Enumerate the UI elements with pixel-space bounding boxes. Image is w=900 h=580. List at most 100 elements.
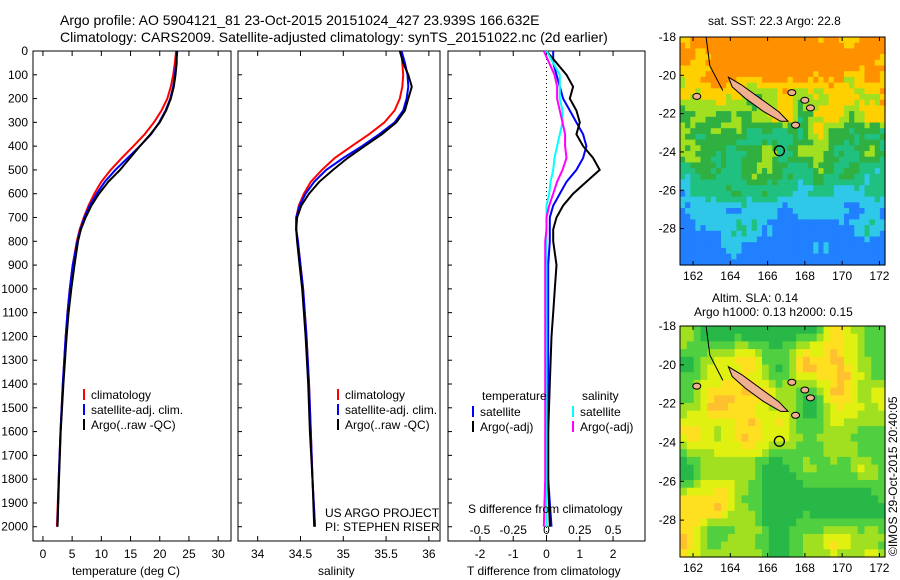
map-cell xyxy=(833,242,840,249)
map-cell xyxy=(816,464,825,473)
map-cell xyxy=(864,116,871,124)
map-cell xyxy=(727,472,736,481)
map-cell xyxy=(850,503,859,512)
map-cell xyxy=(844,82,850,89)
map-cell xyxy=(741,480,749,489)
map-cell xyxy=(755,364,763,373)
map-cell xyxy=(830,372,838,381)
map-cell xyxy=(700,76,707,84)
map-cell xyxy=(685,48,691,55)
map-cell xyxy=(782,208,789,215)
map-cell xyxy=(796,487,804,496)
map-cell xyxy=(857,403,866,412)
map-cell xyxy=(690,219,696,226)
map-cell xyxy=(731,94,737,101)
map-cell xyxy=(864,526,872,535)
map-cell xyxy=(762,379,770,389)
map-cell xyxy=(746,196,753,203)
map-cell xyxy=(789,372,797,381)
map-cell xyxy=(721,236,727,243)
map-cell xyxy=(830,510,838,520)
map-cell xyxy=(809,441,818,450)
map-cell xyxy=(767,173,773,181)
map-cell xyxy=(808,76,814,84)
map-cell xyxy=(767,82,773,89)
map-cell xyxy=(871,526,879,535)
map-cell xyxy=(797,54,804,61)
map-cell xyxy=(762,151,768,158)
map-cell xyxy=(871,510,879,520)
map-cell xyxy=(680,410,688,419)
map-cell xyxy=(731,202,737,209)
map-cell xyxy=(823,225,830,232)
map-cell xyxy=(878,464,886,473)
map-cell xyxy=(844,54,850,61)
map-cell xyxy=(844,403,852,412)
map-cell xyxy=(782,190,789,198)
map-cell xyxy=(748,433,756,443)
map-cell xyxy=(864,168,871,175)
map-cell xyxy=(685,230,691,238)
map-cell xyxy=(680,403,688,412)
map-cell xyxy=(762,356,770,366)
map-cell xyxy=(857,349,866,358)
map-cell xyxy=(859,253,866,260)
map-cell xyxy=(782,94,789,101)
map-cell xyxy=(809,456,818,466)
map-cell xyxy=(849,122,855,129)
map-cell xyxy=(864,37,871,44)
series-argo---raw--qc- xyxy=(56,51,178,527)
map-cell xyxy=(874,105,881,112)
map-cell xyxy=(849,139,855,146)
map-cell xyxy=(830,533,838,543)
map-cell xyxy=(874,185,881,192)
map-cell xyxy=(838,208,845,215)
map-cell xyxy=(714,326,722,335)
map-cell xyxy=(751,168,758,175)
map-cell xyxy=(787,128,794,135)
map-cell xyxy=(818,105,825,112)
map-cell xyxy=(789,541,797,550)
map-cell xyxy=(808,139,814,146)
map-cell xyxy=(818,202,825,209)
map-cell xyxy=(797,213,804,220)
map-cell xyxy=(726,111,732,118)
map-cell xyxy=(721,151,727,158)
map-cell xyxy=(789,403,797,412)
map-cell xyxy=(823,116,830,124)
map-cell xyxy=(690,179,696,186)
map-cell xyxy=(710,236,717,243)
map-cell xyxy=(680,253,686,260)
map-cell xyxy=(859,116,866,124)
map-cell xyxy=(772,196,778,203)
map-cell xyxy=(808,185,814,192)
map-cell xyxy=(714,372,722,381)
map-cell xyxy=(797,88,804,95)
x-tick-label: 35 xyxy=(337,547,351,561)
map-cell xyxy=(859,196,866,203)
map-cell xyxy=(746,82,753,89)
map-cell xyxy=(782,54,789,61)
map-cell xyxy=(833,76,840,84)
map-cell xyxy=(767,42,773,49)
map-cell xyxy=(833,236,840,243)
map-cell xyxy=(727,395,736,404)
map-cell xyxy=(850,549,859,558)
map-cell xyxy=(859,213,866,220)
map-cell xyxy=(871,533,879,543)
map-cell xyxy=(756,253,763,260)
map-cell xyxy=(714,533,722,543)
map-cell xyxy=(685,162,691,169)
map-cell xyxy=(813,179,819,186)
map-cell xyxy=(878,433,886,443)
legend-swatch xyxy=(83,389,85,400)
map-cell xyxy=(823,122,830,129)
map-cell xyxy=(859,122,866,129)
map-cell xyxy=(772,48,778,55)
map-cell xyxy=(857,341,866,350)
map-cell xyxy=(767,71,773,78)
map-cell xyxy=(782,99,789,106)
map-cell xyxy=(797,48,804,55)
map-cell xyxy=(727,410,736,419)
map-cell xyxy=(715,219,722,226)
